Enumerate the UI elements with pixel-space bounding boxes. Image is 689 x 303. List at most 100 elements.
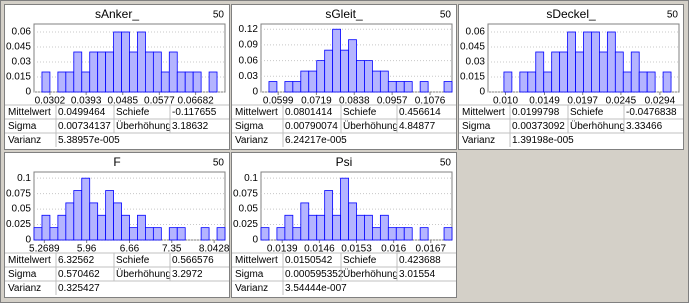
histogram-bar — [356, 214, 365, 241]
chart-title: sAnker_ — [95, 7, 139, 21]
stat-cell: 0.570462 — [58, 269, 100, 280]
histogram-bar — [364, 214, 373, 241]
x-tick-label: 0.0197 — [567, 96, 598, 107]
histogram-bar — [646, 71, 656, 93]
stat-cell: 1.39198e-005 — [512, 135, 574, 146]
histogram-bar — [73, 51, 83, 93]
histogram-bar — [567, 31, 576, 93]
stat-cell: -0.117655 — [172, 107, 217, 118]
histogram-bar — [395, 81, 405, 93]
stat-cell: 6.32562 — [58, 255, 95, 266]
stat-cell: 3.01554 — [399, 269, 436, 280]
stat-cell: Überhöhung — [343, 120, 398, 132]
histogram-bar — [551, 51, 561, 93]
histogram-bar — [176, 227, 186, 241]
histogram-bar — [606, 31, 616, 93]
y-tick-label: 0 — [252, 87, 258, 98]
histogram-bar — [276, 227, 286, 241]
y-tick-label: 0.03 — [239, 71, 259, 82]
stat-cell: 5.38957e-005 — [58, 135, 120, 146]
histogram-bar — [152, 51, 162, 93]
y-tick-label: 0 — [25, 235, 31, 246]
chart-title: F — [113, 155, 120, 169]
stat-cell: Varianz — [462, 135, 495, 146]
y-tick-label: 0.06 — [239, 55, 259, 66]
sample-count: 50 — [440, 10, 452, 21]
histogram-bar — [443, 81, 453, 93]
stat-cell: 6.24217e-005 — [285, 135, 347, 146]
histogram-bar — [583, 31, 592, 93]
x-tick-label: 6.66 — [120, 244, 140, 255]
stat-cell: Sigma — [235, 269, 264, 280]
histogram-bar — [379, 70, 389, 93]
histogram-bar — [89, 202, 99, 241]
histogram-bar — [630, 51, 640, 93]
stat-cell: Varianz — [8, 135, 41, 146]
histogram-bar — [419, 81, 429, 93]
y-tick-label: 0.09 — [239, 40, 259, 51]
histogram-bar — [575, 51, 584, 93]
x-tick-label: 0.0957 — [377, 96, 408, 107]
y-tick-label: 0.025 — [6, 219, 31, 230]
histogram-bar — [176, 71, 186, 93]
histogram-bar — [372, 227, 381, 241]
y-tick-label: 0.05 — [12, 204, 32, 215]
x-tick-label: 0.1076 — [415, 96, 446, 107]
histogram-bar — [89, 51, 99, 93]
y-tick-label: 0.045 — [460, 42, 485, 53]
sample-count: 50 — [667, 10, 679, 21]
y-tick-label: 0.075 — [6, 188, 31, 199]
stat-cell: Schiefe — [116, 107, 150, 118]
histogram-bar — [208, 71, 218, 93]
histogram-bar — [65, 202, 75, 241]
histogram-bar — [129, 51, 138, 93]
histogram-bar — [348, 202, 357, 241]
histogram-bar — [121, 214, 130, 241]
histogram-bar — [105, 190, 114, 241]
histogram-bar — [57, 214, 67, 241]
histogram-bar — [57, 71, 67, 93]
histogram-bar — [41, 71, 51, 93]
stat-cell: Sigma — [8, 121, 37, 132]
histogram-bar — [81, 71, 91, 93]
sample-count: 50 — [440, 158, 452, 169]
histogram-bar — [145, 51, 154, 93]
histogram-bar — [192, 71, 202, 93]
x-tick-label: 0.0577 — [144, 96, 175, 107]
stat-cell: 0.0499464 — [58, 107, 106, 118]
histogram-bar — [300, 70, 310, 93]
stat-cell: Varianz — [8, 283, 41, 294]
y-tick-label: 0.06 — [466, 27, 486, 38]
y-tick-label: 0.1 — [17, 173, 31, 184]
stat-cell: Überhöhung — [570, 120, 625, 132]
histogram-bar — [599, 51, 608, 93]
histogram-bar — [137, 214, 146, 241]
stat-cell: 0.000595352 — [285, 269, 344, 280]
histogram-bar — [216, 227, 226, 241]
histogram-bar — [527, 71, 537, 93]
stat-cell: 3.2972 — [172, 269, 203, 280]
x-tick-label: 8.0428 — [199, 244, 230, 255]
stat-cell: 0.423688 — [399, 255, 441, 266]
stat-cell: 4.84877 — [399, 121, 436, 132]
x-tick-label: 0.0153 — [341, 244, 372, 255]
x-tick-label: 7.35 — [162, 244, 182, 255]
histogram-bar — [662, 71, 672, 93]
x-tick-label: 5.2689 — [29, 244, 60, 255]
chart-title: sGleit_ — [325, 7, 363, 21]
sample-count: 50 — [213, 158, 225, 169]
histogram-bar — [200, 227, 210, 241]
histogram-bar — [379, 214, 389, 241]
stat-cell: Schiefe — [343, 107, 377, 118]
x-tick-label: 0.06682 — [178, 96, 215, 107]
histogram-bar — [65, 71, 75, 93]
stat-cell: Sigma — [235, 121, 264, 132]
histogram-bar — [419, 227, 429, 241]
histogram-bar — [300, 202, 310, 241]
stat-cell: Mittelwert — [235, 107, 278, 118]
histogram-bar — [332, 28, 341, 93]
histogram-bar — [403, 81, 413, 93]
histogram-bar — [591, 31, 600, 93]
histogram-bar — [160, 71, 170, 93]
